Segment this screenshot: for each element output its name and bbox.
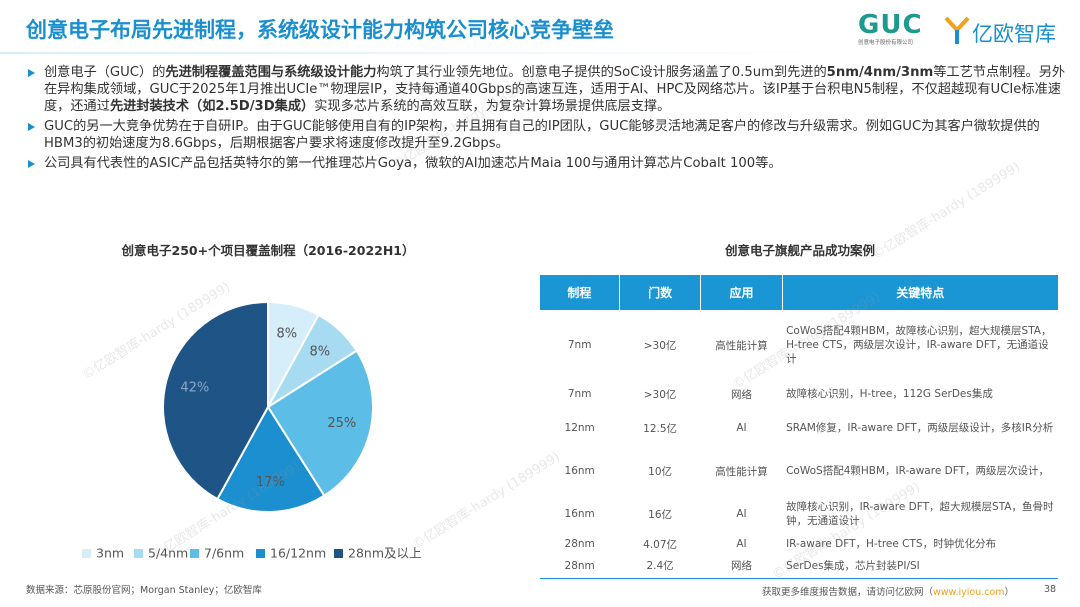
feature-cell: SerDes集成，芯片封装PI/SI bbox=[782, 554, 1058, 579]
table-cell: 12.5亿 bbox=[643, 422, 678, 435]
legend-swatch bbox=[134, 549, 143, 558]
legend-swatch bbox=[82, 549, 91, 558]
legend-label: 28nm及以上 bbox=[348, 546, 422, 561]
pie-chart: 8% 8% 25% 17% 42% 3nm 5/4nm 7/6nm 16/12nm 28nm及以上 bbox=[82, 300, 422, 561]
table-cell: 4.07亿 bbox=[643, 538, 678, 551]
table-cell: 7nm bbox=[567, 388, 592, 400]
bullet-text: 构筑了其行业领先地位。创意电子提供的SoC设计服务涵盖了0.5um到先进的 bbox=[376, 65, 827, 80]
table-cell: 2.4亿 bbox=[619, 554, 701, 579]
table-row: 16nm 10亿 高性能计算 CoWoS搭配4颗HBM，IR-aware DFT，两级… bbox=[540, 448, 1058, 494]
slice-label: 25% bbox=[327, 416, 356, 431]
table-cell: >30亿 bbox=[643, 339, 677, 352]
table-row: 28nm 2.4亿 网络 SerDes集成，芯片封装PI/SI bbox=[540, 554, 1058, 579]
title-rule bbox=[0, 52, 850, 54]
bullet-bold-text: 5nm/4nm/3nm bbox=[826, 65, 934, 80]
bullet: 公司具有代表性的ASIC产品包括英特尔的第一代推理芯片Goya，微软的AI加速芯… bbox=[26, 155, 1066, 172]
footer-more-prefix: 获取更多维度报告数据，请访问亿欧网（ bbox=[762, 587, 934, 598]
bullet-bold-text: 先进制程覆盖范围与系统级设计能力 bbox=[165, 65, 377, 80]
guc-logo-sub: 创意电子股份有限公司 bbox=[858, 40, 914, 46]
bullet-text: GUC的另一大竞争优势在于自研IP。由于GUC能够使用自有的IP架构，并且拥有自… bbox=[44, 119, 1040, 151]
table-title: 创意电子旗舰产品成功案例 bbox=[724, 243, 875, 258]
table-cell: 16亿 bbox=[648, 508, 673, 521]
bullet-bold-text: 先进封装技术（如2.5D/3D集成） bbox=[109, 99, 315, 114]
feature-cell: 故障核心识别，H-tree，112G SerDes集成 bbox=[786, 388, 993, 400]
bullet-list: 创意电子（GUC）的先进制程覆盖范围与系统级设计能力构筑了其行业领先地位。创意电… bbox=[26, 64, 1066, 175]
feature-cell: 故障核心识别，IR-aware DFT，超大规模层STA，鱼骨时钟，无通道设计 bbox=[786, 501, 1054, 527]
guc-logo: GUC 创意电子股份有限公司 bbox=[858, 12, 923, 46]
table-header-row: 制程 门数 应用 关键特点 bbox=[540, 275, 1058, 310]
table-row: 12nm 12.5亿 AI SRAM修复，IR-aware DFT，两级层级设计，多核… bbox=[540, 408, 1058, 448]
table-cell: AI bbox=[736, 538, 747, 550]
table-row: 7nm >30亿 网络 故障核心识别，H-tree，112G SerDes集成 bbox=[540, 380, 1058, 408]
slice-label: 8% bbox=[309, 344, 330, 359]
yiou-logo-text: 亿欧智库 bbox=[972, 22, 1056, 46]
table-cell: 16nm bbox=[564, 508, 595, 520]
table-header-cell: 关键特点 bbox=[781, 275, 1058, 310]
table-cell: 高性能计算 bbox=[715, 465, 768, 478]
pie-slice bbox=[162, 300, 269, 501]
bullet: GUC的另一大竞争优势在于自研IP。由于GUC能够使用自有的IP架构，并且拥有自… bbox=[26, 118, 1066, 152]
feature-cell: CoWoS搭配4颗HBM，IR-aware DFT，两级层次设计， bbox=[786, 465, 1049, 477]
slide-title: 创意电子布局先进制程，系统级设计能力构筑公司核心竞争壁垒 bbox=[26, 18, 614, 42]
table-cell: AI bbox=[736, 508, 747, 520]
bullet: 创意电子（GUC）的先进制程覆盖范围与系统级设计能力构筑了其行业领先地位。创意电… bbox=[26, 64, 1066, 115]
feature-cell: IR-aware DFT，H-tree CTS，时钟优化分布 bbox=[786, 538, 997, 550]
table-header-cell: 门数 bbox=[618, 275, 701, 310]
source-note: 数据来源：芯原股份官网；Morgan Stanley；亿欧智库 bbox=[26, 585, 262, 596]
legend-swatch bbox=[256, 549, 265, 558]
bullet-text: 创意电子（GUC）的 bbox=[44, 65, 166, 80]
bullet-text: 等工艺节点制程。另外在异构集成领域，GUC于2025年1月推出UCIe™物理层I… bbox=[44, 65, 1066, 114]
legend-label: 16/12nm bbox=[270, 546, 326, 561]
bullet-text: 公司具有代表性的ASIC产品包括英特尔的第一代推理芯片Goya，微软的AI加速芯… bbox=[44, 156, 782, 171]
table-cell: 10亿 bbox=[648, 465, 673, 478]
table-cell: >30亿 bbox=[643, 388, 677, 401]
table-row: 28nm 4.07亿 AI IR-aware DFT，H-tree CTS，时钟优化分… bbox=[540, 534, 1058, 554]
slice-label: 17% bbox=[256, 475, 285, 490]
footer-more-suffix: ） bbox=[1004, 587, 1015, 598]
table-row: 16nm 16亿 AI 故障核心识别，IR-aware DFT，超大规模层STA，鱼骨… bbox=[540, 494, 1058, 534]
table-header-cell: 应用 bbox=[700, 275, 783, 310]
slice-label: 8% bbox=[276, 326, 297, 341]
table-cell: 7nm bbox=[567, 339, 592, 351]
legend-label: 7/6nm bbox=[204, 546, 244, 561]
legend-label: 3nm bbox=[96, 546, 124, 561]
table-cell: 12nm bbox=[564, 422, 595, 434]
page-number: 38 bbox=[1044, 584, 1057, 595]
table-cell: 网络 bbox=[700, 554, 783, 579]
legend-swatch bbox=[334, 549, 343, 558]
yiou-icon bbox=[944, 16, 970, 44]
table-cell: 16nm bbox=[564, 465, 595, 477]
table-row: 7nm >30亿 高性能计算 CoWoS搭配4颗HBM，故障核心识别，超大规模层STA… bbox=[540, 310, 1058, 380]
slice-label: 42% bbox=[180, 381, 209, 396]
chart-title: 创意电子250+个项目覆盖制程（2016-2022H1） bbox=[121, 243, 415, 258]
table-cell: AI bbox=[736, 422, 747, 434]
guc-logo-text: GUC bbox=[858, 10, 923, 40]
table-cell: 28nm bbox=[540, 554, 620, 579]
footer-more: 获取更多维度报告数据，请访问亿欧网（www.iyiou.com） bbox=[762, 584, 1014, 598]
bullet-text: 实现多芯片系统的高效互联，为复杂计算场景提供底层支撑。 bbox=[314, 99, 671, 114]
table-cell: 高性能计算 bbox=[715, 339, 768, 352]
feature-cell: SRAM修复，IR-aware DFT，两级层级设计，多核IR分析 bbox=[786, 422, 1054, 434]
pie-slice bbox=[266, 349, 374, 498]
legend-label: 5/4nm bbox=[148, 546, 188, 561]
yiou-icon-arm bbox=[944, 16, 970, 33]
table-cell: 28nm bbox=[564, 538, 595, 550]
legend-swatch bbox=[190, 549, 199, 558]
feature-cell: CoWoS搭配4颗HBM，故障核心识别，超大规模层STA，H-tree CTS，… bbox=[786, 325, 1052, 365]
table-header-cell: 制程 bbox=[540, 275, 620, 310]
footer-link[interactable]: www.iyiou.com bbox=[933, 587, 1005, 598]
table-cell: 网络 bbox=[730, 388, 752, 401]
pie-slice bbox=[216, 405, 326, 513]
case-table: 制程 门数 应用 关键特点 7nm >30亿 高性能计算 CoWoS搭配4颗HBM，故障核心… bbox=[540, 275, 1058, 579]
